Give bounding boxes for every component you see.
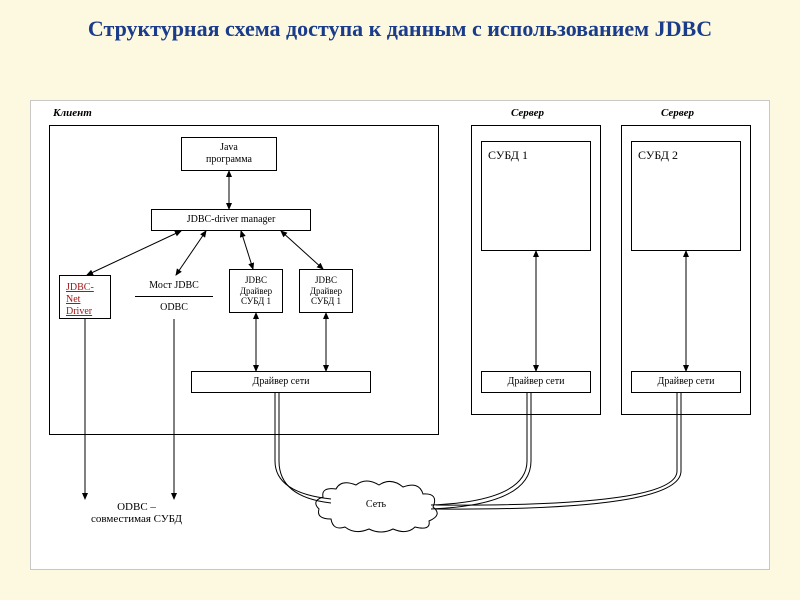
label-server2: Сервер bbox=[661, 107, 694, 119]
jdbc-net-driver-box: JDBC- Net Driver bbox=[59, 275, 111, 319]
bridge-bot: ODBC bbox=[135, 297, 213, 319]
jdbc-manager-box: JDBC-driver manager bbox=[151, 209, 311, 231]
net-driver-s1-box: Драйвер сети bbox=[481, 371, 591, 393]
page-title: Структурная схема доступа к данным с исп… bbox=[0, 0, 800, 54]
net-driver-s2-box: Драйвер сети bbox=[631, 371, 741, 393]
odbc-compat-label: ODBC – совместимая СУБД bbox=[91, 501, 182, 525]
label-server1: Сервер bbox=[511, 107, 544, 119]
jdbc-driver-1-box: JDBC Драйвер СУБД 1 bbox=[229, 269, 283, 313]
label-client: Клиент bbox=[53, 107, 92, 119]
diagram-canvas: Клиент Сервер Сервер Java программа JDBC… bbox=[30, 100, 770, 570]
java-program-box: Java программа bbox=[181, 137, 277, 171]
subd2-box: СУБД 2 bbox=[631, 141, 741, 251]
subd1-box: СУБД 1 bbox=[481, 141, 591, 251]
network-cloud: Сеть bbox=[311, 479, 441, 533]
net-driver-client-box: Драйвер сети bbox=[191, 371, 371, 393]
bridge-top: Мост JDBC bbox=[135, 275, 213, 297]
cloud-label: Сеть bbox=[311, 499, 441, 510]
jdbc-driver-2-box: JDBC Драйвер СУБД 1 bbox=[299, 269, 353, 313]
